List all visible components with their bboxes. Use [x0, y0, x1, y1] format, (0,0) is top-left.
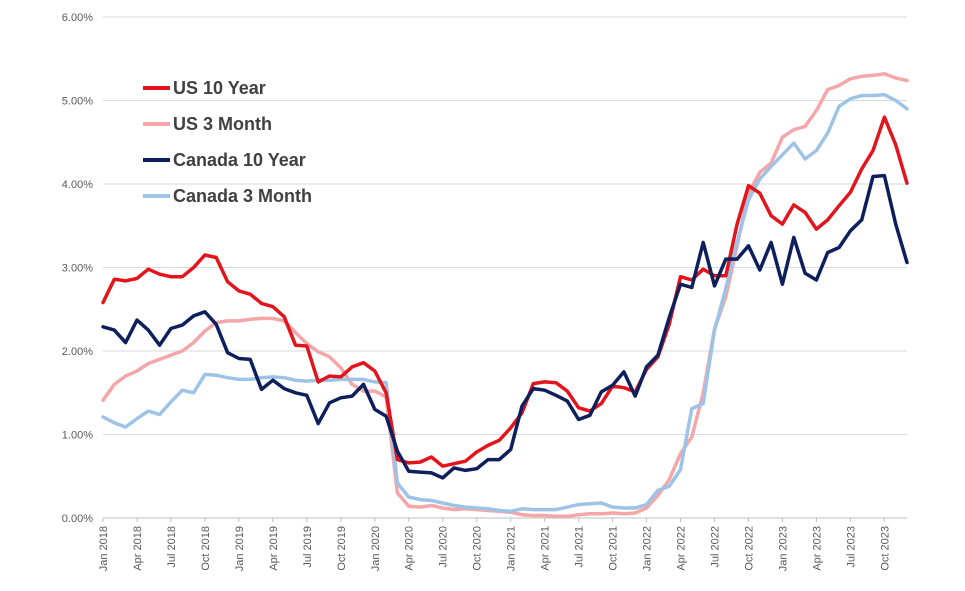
x-tick-label: Oct 2023: [879, 526, 891, 571]
y-axis: 0.00% 1.00% 2.00% 3.00% 4.00% 5.00% 6.00%: [62, 12, 93, 525]
x-tick-label: Jan 2020: [370, 526, 382, 571]
x-tick-label: Jul 2020: [438, 526, 450, 568]
y-tick-label: 6.00%: [62, 12, 93, 24]
x-tick-label: Apr 2019: [268, 526, 280, 571]
x-tick-label: Apr 2023: [811, 526, 823, 571]
x-tick-label: Oct 2021: [608, 526, 620, 571]
legend-label: Canada 3 Month: [173, 186, 312, 206]
x-tick-label: Jan 2023: [777, 526, 789, 571]
y-tick-label: 2.00%: [62, 346, 93, 358]
series-lines: [101, 72, 909, 519]
series-line-us-3-month: [101, 72, 909, 519]
y-tick-label: 3.00%: [62, 263, 93, 275]
horizontal-gridlines: [103, 16, 907, 435]
x-tick-label: Jul 2022: [709, 526, 721, 568]
x-tick-label: Apr 2021: [540, 526, 552, 571]
x-tick-label: Oct 2022: [743, 526, 755, 571]
legend-label: US 3 Month: [173, 114, 272, 134]
legend: US 10 Year US 3 Month Canada 10 Year Canada…: [143, 78, 312, 206]
legend-label: Canada 10 Year: [173, 150, 306, 170]
legend-label: US 10 Year: [173, 78, 266, 98]
series-line-canada-10-year: [101, 173, 909, 480]
x-tick-label: Apr 2022: [676, 526, 688, 571]
x-tick-label: Oct 2019: [336, 526, 348, 571]
x-tick-label: Oct 2018: [200, 526, 212, 571]
x-tick-label: Jul 2018: [166, 526, 178, 568]
series-line-us-10-year: [101, 115, 909, 468]
x-tick-label: Jul 2021: [574, 526, 586, 568]
series-line-canada-3-month: [101, 92, 909, 514]
x-tick-label: Jan 2022: [642, 526, 654, 571]
x-tick-label: Apr 2020: [404, 526, 416, 571]
x-axis: Jan 2018 Apr 2018 Jul 2018 Oct 2018 Jan 2019…: [98, 517, 907, 571]
x-tick-label: Jul 2019: [302, 526, 314, 568]
x-tick-label: Jan 2021: [506, 526, 518, 571]
y-tick-label: 4.00%: [62, 179, 93, 191]
x-tick-label: Jan 2018: [98, 526, 110, 571]
x-tick-label: Jan 2019: [234, 526, 246, 571]
y-tick-label: 1.00%: [62, 430, 93, 442]
x-tick-label: Apr 2018: [132, 526, 144, 571]
x-tick-label: Oct 2020: [472, 526, 484, 571]
y-tick-label: 0.00%: [62, 513, 93, 525]
x-tick-label: Jul 2023: [845, 526, 857, 568]
y-tick-label: 5.00%: [62, 96, 93, 108]
